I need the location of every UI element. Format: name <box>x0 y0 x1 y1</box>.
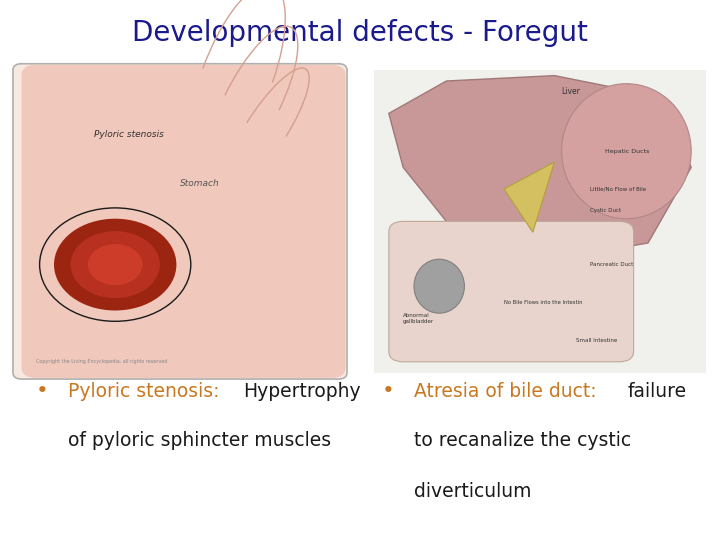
Text: No Bile Flows into the Intestin: No Bile Flows into the Intestin <box>504 300 582 305</box>
Text: Atresia of bile duct:: Atresia of bile duct: <box>414 382 603 401</box>
FancyBboxPatch shape <box>13 64 347 379</box>
Polygon shape <box>389 76 691 259</box>
Text: diverticulum: diverticulum <box>414 482 531 501</box>
FancyBboxPatch shape <box>389 221 634 362</box>
Text: Abnormal
gallbladder: Abnormal gallbladder <box>403 313 434 324</box>
Text: Liver: Liver <box>562 87 580 96</box>
Text: Hepatic Ducts: Hepatic Ducts <box>605 148 649 154</box>
Circle shape <box>88 244 143 285</box>
Circle shape <box>71 231 160 298</box>
Circle shape <box>54 219 176 310</box>
FancyBboxPatch shape <box>22 65 346 378</box>
Ellipse shape <box>562 84 691 219</box>
Text: Pancreatic Duct: Pancreatic Duct <box>590 262 634 267</box>
Ellipse shape <box>414 259 464 313</box>
Text: Pyloric stenosis:: Pyloric stenosis: <box>68 382 226 401</box>
Text: •: • <box>36 381 49 402</box>
Text: Cystic Duct: Cystic Duct <box>590 208 621 213</box>
Text: Copyright the Living Encyclopedia, all rights reserved: Copyright the Living Encyclopedia, all r… <box>36 360 167 365</box>
Text: •: • <box>382 381 395 402</box>
Text: failure: failure <box>628 382 687 401</box>
Text: Pyloric stenosis: Pyloric stenosis <box>94 131 163 139</box>
Text: of pyloric sphincter muscles: of pyloric sphincter muscles <box>68 430 331 450</box>
Text: Stomach: Stomach <box>180 179 220 188</box>
Text: Developmental defects - Foregut: Developmental defects - Foregut <box>132 19 588 47</box>
Text: Small Intestine: Small Intestine <box>576 338 617 343</box>
Text: Little/No Flow of Bile: Little/No Flow of Bile <box>590 186 647 192</box>
Polygon shape <box>504 162 554 232</box>
FancyBboxPatch shape <box>374 70 706 373</box>
Text: Hypertrophy: Hypertrophy <box>243 382 361 401</box>
Text: to recanalize the cystic: to recanalize the cystic <box>414 430 631 450</box>
